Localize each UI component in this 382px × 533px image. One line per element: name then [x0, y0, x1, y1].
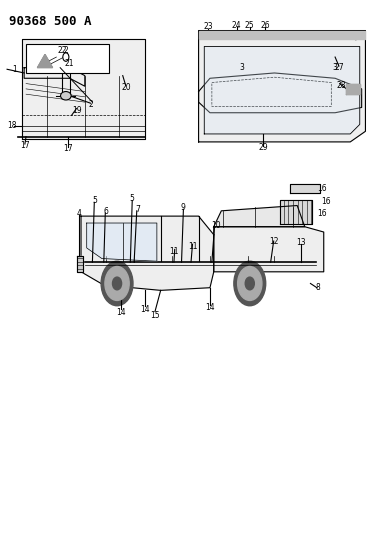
Polygon shape [22, 38, 146, 139]
Text: 9: 9 [181, 203, 186, 212]
Text: 3: 3 [333, 63, 338, 72]
Circle shape [113, 277, 121, 290]
Text: 16: 16 [317, 183, 327, 192]
Text: 24: 24 [232, 21, 241, 30]
Text: 17: 17 [63, 144, 73, 154]
Text: 29: 29 [258, 143, 268, 152]
Text: 20: 20 [122, 83, 131, 92]
Text: 26: 26 [260, 21, 270, 30]
Circle shape [234, 261, 266, 306]
Polygon shape [199, 30, 366, 142]
Text: 23: 23 [203, 22, 213, 31]
Polygon shape [81, 216, 214, 290]
Polygon shape [199, 30, 366, 38]
Text: 12: 12 [270, 237, 279, 246]
Text: 25: 25 [245, 21, 254, 30]
Text: 2: 2 [63, 46, 68, 55]
Text: 16: 16 [317, 209, 327, 218]
Polygon shape [204, 46, 360, 134]
Polygon shape [214, 227, 324, 272]
Text: 17: 17 [20, 141, 30, 150]
Polygon shape [37, 54, 53, 68]
Text: 8: 8 [316, 283, 320, 292]
Text: 10: 10 [211, 221, 220, 230]
Circle shape [105, 266, 129, 301]
Text: 14: 14 [116, 308, 126, 317]
Text: 28: 28 [336, 80, 346, 90]
Text: 21: 21 [65, 59, 74, 68]
Bar [26, 44, 110, 73]
Polygon shape [280, 200, 312, 224]
Text: 2: 2 [88, 100, 93, 109]
Circle shape [101, 261, 133, 306]
Polygon shape [214, 206, 305, 227]
Text: 4: 4 [77, 209, 82, 218]
Polygon shape [24, 68, 85, 86]
Text: 5: 5 [130, 194, 135, 203]
Text: 11: 11 [169, 247, 179, 256]
Text: 13: 13 [296, 238, 306, 247]
Text: 19: 19 [73, 106, 82, 115]
Text: 3: 3 [240, 63, 244, 72]
Ellipse shape [61, 92, 71, 100]
Text: 15: 15 [150, 311, 160, 320]
Text: 14: 14 [141, 305, 150, 314]
Polygon shape [199, 73, 362, 113]
Polygon shape [77, 256, 83, 272]
Text: 7: 7 [136, 205, 140, 214]
Text: 5: 5 [92, 196, 97, 205]
Text: 16: 16 [321, 197, 330, 206]
Text: 6: 6 [103, 207, 108, 216]
Polygon shape [290, 184, 320, 193]
Text: 90368 500 A: 90368 500 A [9, 14, 91, 28]
Text: 18: 18 [7, 122, 17, 131]
Circle shape [63, 53, 69, 61]
Circle shape [238, 266, 262, 301]
Text: 22: 22 [57, 46, 67, 55]
Text: 1: 1 [12, 64, 17, 74]
Text: 14: 14 [205, 303, 215, 312]
Text: 27: 27 [335, 63, 345, 72]
Polygon shape [346, 84, 360, 94]
Circle shape [245, 277, 254, 290]
Text: 11: 11 [188, 242, 197, 251]
Polygon shape [87, 223, 157, 261]
